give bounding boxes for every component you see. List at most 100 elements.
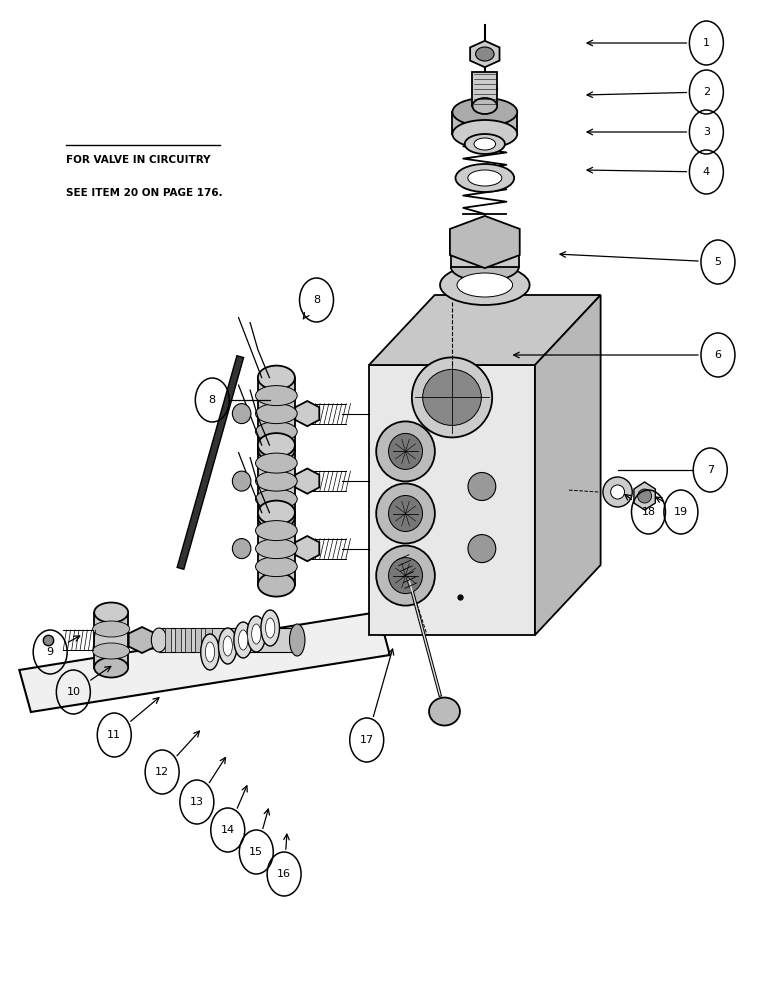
Text: 18: 18: [642, 507, 655, 517]
Bar: [94, 612, 128, 668]
Ellipse shape: [258, 501, 295, 525]
Bar: [175, 628, 181, 652]
Ellipse shape: [412, 357, 493, 437]
Text: 3: 3: [703, 127, 710, 137]
Ellipse shape: [218, 628, 237, 664]
Ellipse shape: [468, 472, 496, 500]
Bar: [258, 513, 295, 585]
Text: 9: 9: [46, 647, 54, 657]
Ellipse shape: [94, 602, 128, 622]
Ellipse shape: [201, 634, 219, 670]
Text: 8: 8: [313, 295, 320, 305]
Text: 2: 2: [703, 87, 710, 97]
Ellipse shape: [603, 477, 632, 507]
Ellipse shape: [611, 485, 625, 499]
Polygon shape: [470, 41, 499, 67]
Ellipse shape: [423, 369, 482, 425]
Ellipse shape: [457, 273, 513, 297]
Ellipse shape: [93, 621, 130, 637]
Text: 4: 4: [703, 167, 710, 177]
Ellipse shape: [252, 624, 261, 644]
Ellipse shape: [94, 658, 128, 678]
Bar: [452, 112, 517, 134]
Ellipse shape: [256, 404, 297, 424]
Ellipse shape: [468, 170, 502, 186]
Ellipse shape: [258, 366, 295, 390]
Ellipse shape: [638, 489, 652, 503]
Ellipse shape: [232, 539, 251, 559]
Text: 11: 11: [107, 730, 121, 740]
Polygon shape: [369, 295, 601, 365]
Bar: [258, 378, 295, 450]
Bar: [185, 628, 191, 652]
Ellipse shape: [256, 539, 297, 559]
Ellipse shape: [429, 698, 460, 726]
Ellipse shape: [256, 386, 297, 406]
Ellipse shape: [266, 618, 275, 638]
Ellipse shape: [234, 622, 252, 658]
Ellipse shape: [290, 624, 305, 656]
Polygon shape: [369, 365, 535, 635]
Text: 5: 5: [714, 257, 722, 267]
Ellipse shape: [258, 505, 295, 529]
Ellipse shape: [232, 404, 251, 424]
Ellipse shape: [468, 535, 496, 563]
Ellipse shape: [239, 630, 248, 650]
Ellipse shape: [452, 98, 517, 126]
Ellipse shape: [376, 421, 435, 481]
Bar: [165, 628, 171, 652]
Text: 16: 16: [277, 869, 291, 879]
Ellipse shape: [476, 47, 494, 61]
Ellipse shape: [223, 636, 232, 656]
Ellipse shape: [93, 643, 130, 659]
Ellipse shape: [258, 573, 295, 597]
Text: 19: 19: [674, 507, 688, 517]
Polygon shape: [19, 612, 390, 712]
Ellipse shape: [256, 557, 297, 577]
Text: 1: 1: [703, 38, 710, 48]
Polygon shape: [295, 468, 320, 494]
Text: 6: 6: [714, 350, 722, 360]
Polygon shape: [295, 401, 320, 426]
Text: 8: 8: [208, 395, 216, 405]
Ellipse shape: [452, 120, 517, 148]
Ellipse shape: [247, 616, 266, 652]
Ellipse shape: [256, 471, 297, 491]
Ellipse shape: [474, 138, 496, 150]
Bar: [472, 72, 497, 106]
Text: 14: 14: [221, 825, 235, 835]
Ellipse shape: [261, 610, 279, 646]
Text: 7: 7: [706, 465, 714, 475]
Ellipse shape: [388, 433, 422, 469]
Ellipse shape: [258, 438, 295, 462]
Text: 13: 13: [190, 797, 204, 807]
Text: 10: 10: [66, 687, 80, 697]
Polygon shape: [634, 482, 655, 510]
Ellipse shape: [451, 223, 519, 251]
Text: SEE ITEM 20 ON PAGE 176.: SEE ITEM 20 ON PAGE 176.: [66, 188, 222, 198]
Ellipse shape: [465, 134, 505, 154]
Bar: [205, 628, 212, 652]
Ellipse shape: [205, 642, 215, 662]
Ellipse shape: [376, 484, 435, 544]
Ellipse shape: [388, 558, 422, 594]
Polygon shape: [295, 536, 320, 561]
Text: 12: 12: [155, 767, 169, 777]
Bar: [451, 237, 519, 267]
Ellipse shape: [151, 628, 167, 652]
Ellipse shape: [455, 164, 514, 192]
Ellipse shape: [232, 471, 251, 491]
Polygon shape: [129, 627, 155, 653]
Ellipse shape: [472, 81, 497, 97]
Polygon shape: [450, 216, 520, 268]
Bar: [195, 628, 201, 652]
Ellipse shape: [258, 433, 295, 457]
Ellipse shape: [472, 98, 497, 114]
Bar: [159, 628, 297, 652]
Ellipse shape: [440, 265, 530, 305]
Ellipse shape: [388, 495, 422, 532]
Ellipse shape: [451, 253, 519, 281]
Ellipse shape: [256, 489, 297, 509]
Ellipse shape: [256, 453, 297, 473]
Text: FOR VALVE IN CIRCUITRY: FOR VALVE IN CIRCUITRY: [66, 155, 210, 165]
